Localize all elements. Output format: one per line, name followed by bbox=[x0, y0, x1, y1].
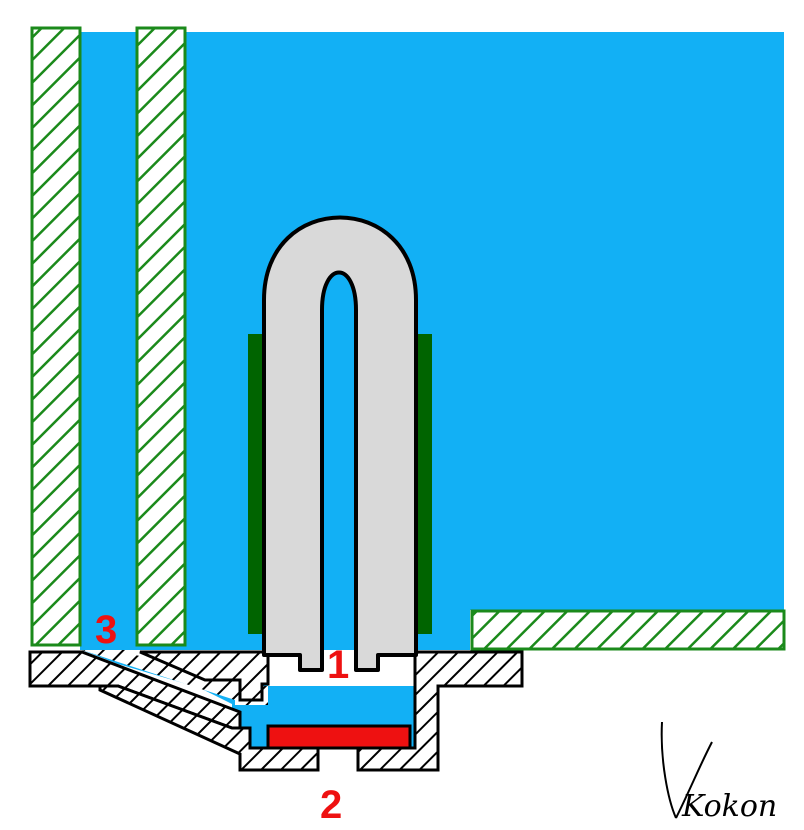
signature: Kokon bbox=[660, 721, 777, 824]
label-1: 1 bbox=[327, 643, 349, 687]
inner-wall bbox=[135, 26, 187, 647]
base-top-mid bbox=[139, 650, 270, 702]
label-2: 2 bbox=[320, 783, 342, 827]
signature-text: Kokon bbox=[681, 789, 777, 824]
base-upper-left bbox=[30, 650, 268, 705]
heater-element bbox=[266, 724, 412, 750]
outer-wall-left bbox=[30, 26, 82, 647]
u-tube bbox=[262, 215, 418, 672]
signature-k-stroke bbox=[660, 721, 713, 819]
label-3: 3 bbox=[95, 608, 117, 652]
base-bottom-left bbox=[98, 684, 320, 772]
right-ledge bbox=[470, 609, 786, 651]
